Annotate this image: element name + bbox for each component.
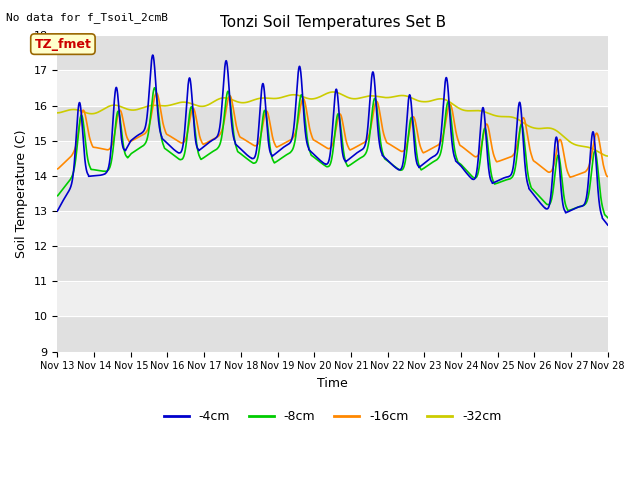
Bar	[58, 211, 608, 246]
Bar	[58, 176, 608, 211]
Bar	[58, 106, 608, 141]
Text: TZ_fmet: TZ_fmet	[35, 37, 92, 50]
Y-axis label: Soil Temperature (C): Soil Temperature (C)	[15, 129, 28, 258]
Title: Tonzi Soil Temperatures Set B: Tonzi Soil Temperatures Set B	[220, 15, 445, 30]
X-axis label: Time: Time	[317, 377, 348, 390]
Bar	[58, 141, 608, 176]
Bar	[58, 281, 608, 316]
Bar	[58, 71, 608, 106]
Bar	[58, 316, 608, 351]
Text: No data for f_Tsoil_2cmB: No data for f_Tsoil_2cmB	[6, 12, 168, 23]
Bar	[58, 36, 608, 71]
Legend: -4cm, -8cm, -16cm, -32cm: -4cm, -8cm, -16cm, -32cm	[159, 405, 507, 428]
Bar	[58, 246, 608, 281]
